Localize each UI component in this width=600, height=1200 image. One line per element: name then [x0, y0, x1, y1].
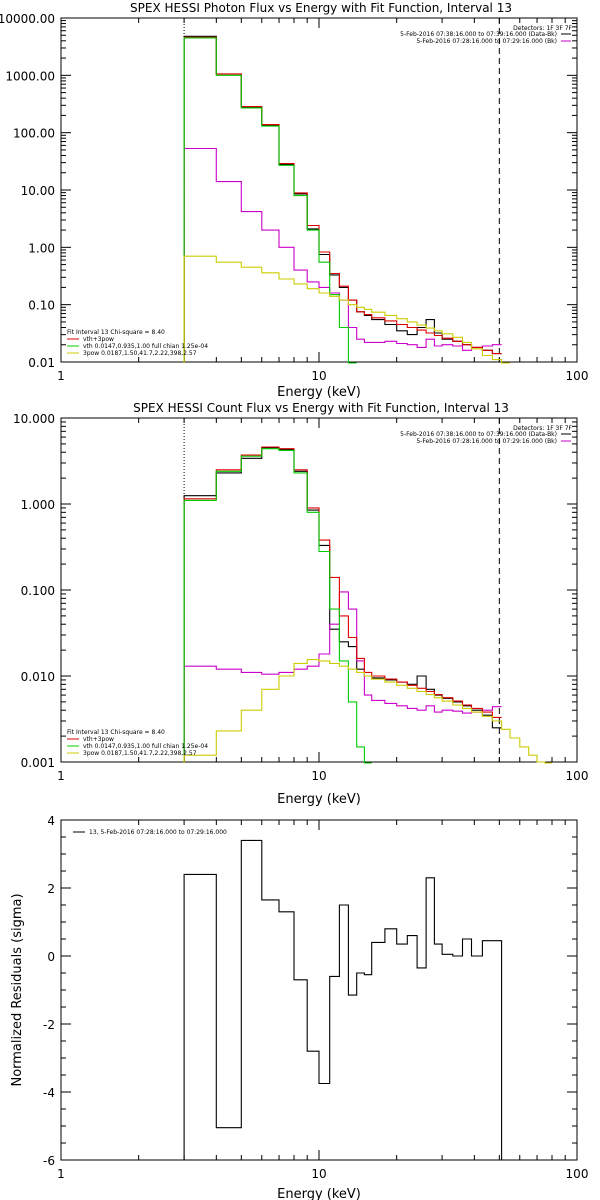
y-tick-label: 1.000: [21, 498, 55, 512]
x-tick-labels: 1 10 100: [57, 769, 588, 783]
y-tick-label: 10.00: [21, 184, 55, 198]
axis-ticks: [60, 819, 578, 1161]
y-tick-labels: 0.001 0.010 0.100 1.000 10.000: [13, 412, 55, 770]
y-tick-label: 0.010: [21, 670, 55, 684]
series-line-3pow: [183, 659, 552, 764]
y-tick-label: -4: [43, 1086, 55, 1100]
series-line-data-bk: [183, 447, 502, 763]
x-tick-label: 1: [57, 369, 65, 383]
y-tick-label: 4: [47, 814, 55, 828]
legend-text: vth+3pow: [83, 336, 114, 343]
time-interval-legend: 5-Feb-2016 07:38:16.000 to 07:39:16.000 …: [400, 431, 571, 445]
series-line-3pow: [183, 255, 510, 364]
residual-series-line: [183, 839, 503, 1160]
time-interval-text: 5-Feb-2016 07:38:16.000 to 07:39:16.000 …: [400, 31, 557, 38]
x-axis-label: Energy (keV): [277, 792, 361, 807]
x-tick-label: 1: [57, 1167, 65, 1181]
detectors-label: Detectors: 1F 3F 7F: [513, 25, 572, 32]
x-tick-labels: 1 10 100: [57, 369, 588, 383]
series-line-vth-3pow: [183, 36, 502, 363]
y-tick-label: 0.01: [28, 356, 55, 370]
time-interval-legend: 5-Feb-2016 07:38:16.000 to 07:39:16.000 …: [400, 31, 571, 45]
fit-legend: Fit Interval 13 Chi-square = 8.40vth+3po…: [67, 729, 208, 757]
residuals-panel: -6 -4 -2 0 2 4 1 10 100 Energy (keV) Normalized…: [10, 814, 588, 1200]
x-tick-label: 10: [311, 769, 326, 783]
y-tick-label: 0.10: [28, 299, 55, 313]
data-marks: [183, 18, 510, 364]
y-tick-label: 1000.00: [5, 69, 55, 83]
y-axis-label: Normalized Residuals (sigma): [10, 893, 25, 1086]
data-marks: [183, 418, 552, 764]
y-tick-label: 10000.00: [0, 12, 55, 26]
photon-flux-panel: SPEX HESSI Photon Flux vs Energy with Fi…: [0, 1, 588, 400]
time-interval-text: 5-Feb-2016 07:28:16.000 to 07:29:16.000 …: [416, 38, 557, 45]
x-tick-label: 1: [57, 769, 65, 783]
x-tick-label: 100: [566, 1167, 589, 1181]
y-tick-label: 0.100: [21, 584, 55, 598]
y-tick-label: 2: [47, 882, 55, 896]
series-line-vth-3pow: [183, 446, 502, 763]
y-tick-label: 10.000: [13, 412, 55, 426]
legend-text: vth 0.0147,0.935,1.00 full chian 1.25e-0…: [83, 343, 208, 350]
fit-legend: Fit Interval 13 Chi-square = 8.40vth+3po…: [67, 329, 208, 357]
detectors-label: Detectors: 1F 3F 7F: [513, 425, 572, 432]
time-interval-text: 5-Feb-2016 07:28:16.000 to 07:29:16.000 …: [416, 438, 557, 445]
series-line-vth: [183, 448, 372, 764]
y-tick-label: -2: [43, 1018, 55, 1032]
count-flux-panel: SPEX HESSI Count Flux vs Energy with Fit…: [13, 401, 588, 807]
x-tick-label: 10: [311, 1167, 326, 1181]
axis-ticks: [60, 17, 578, 363]
legend-text: vth+3pow: [83, 736, 114, 743]
legend-text: Fit Interval 13 Chi-square = 8.40: [67, 729, 165, 736]
legend-text: 3pow 0.0187,1.50,41.7,2.22,398,2.57: [83, 750, 197, 757]
residual-legend: 13, 5-Feb-2016 07:28:16.000 to 07:29:16.…: [73, 829, 227, 836]
x-tick-label: 100: [566, 369, 589, 383]
x-tick-label: 10: [311, 369, 326, 383]
x-tick-label: 100: [566, 769, 589, 783]
series-line-vth: [183, 37, 357, 364]
legend-text: vth 0.0147,0.935,1.00 full chian 1.25e-0…: [83, 743, 208, 750]
x-axis-label: Energy (keV): [277, 1187, 361, 1200]
data-marks: [183, 839, 503, 1160]
x-tick-labels: 1 10 100: [57, 1167, 588, 1181]
legend-text: Fit Interval 13 Chi-square = 8.40: [67, 329, 165, 336]
y-tick-label: 0: [47, 950, 55, 964]
series-line-data-bk: [183, 35, 502, 363]
legend-text: 3pow 0.0187,1.50,41.7,2.22,398,2.57: [83, 350, 197, 357]
axis-ticks: [60, 417, 578, 763]
plot-frame: [60, 819, 578, 1161]
series-line-bk: [183, 591, 502, 763]
x-axis-label: Energy (keV): [277, 385, 361, 400]
y-tick-label: 0.001: [21, 756, 55, 770]
y-tick-label: 100.00: [13, 127, 55, 141]
legend-text: 13, 5-Feb-2016 07:28:16.000 to 07:29:16.…: [89, 829, 227, 836]
time-interval-text: 5-Feb-2016 07:38:16.000 to 07:39:16.000 …: [400, 431, 557, 438]
y-tick-label: 1.00: [28, 241, 55, 255]
y-tick-label: -6: [43, 1154, 55, 1168]
panel-title: SPEX HESSI Count Flux vs Energy with Fit…: [133, 401, 509, 415]
panel-title: SPEX HESSI Photon Flux vs Energy with Fi…: [130, 1, 512, 15]
y-tick-labels: 0.01 0.10 1.00 10.00 100.00 1000.00 10000.00: [0, 12, 55, 370]
series-line-bk: [183, 147, 502, 363]
y-tick-labels: -6 -4 -2 0 2 4: [43, 814, 55, 1168]
